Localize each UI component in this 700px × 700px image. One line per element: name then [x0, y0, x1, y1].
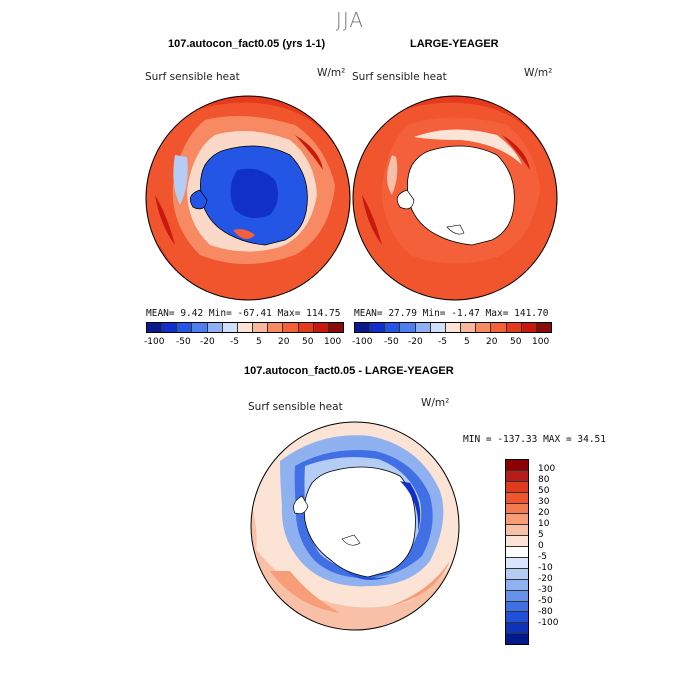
left-polar-map: [145, 95, 351, 301]
swatch: [536, 323, 552, 332]
swatch: [506, 612, 528, 624]
diff-panel-subtitle: Surf sensible heat: [248, 401, 343, 413]
swatch: [506, 536, 528, 548]
left-panel-stats: MEAN= 9.42 Min= -67.41 Max= 114.75: [146, 308, 341, 319]
right-panel-title: LARGE-YEAGER: [410, 38, 499, 50]
swatch: [328, 323, 344, 332]
swatch: [506, 460, 528, 471]
left-panel-subtitle: Surf sensible heat: [145, 71, 240, 83]
diff-panel-title: 107.autocon_fact0.05 - LARGE-YEAGER: [244, 365, 454, 377]
tick-label: 5: [464, 337, 470, 347]
swatch: [253, 323, 269, 332]
cbar-label: 30: [538, 497, 550, 507]
swatch: [506, 547, 528, 559]
swatch: [506, 579, 528, 591]
right-polar-map: [352, 95, 558, 301]
tick-label: 50: [510, 337, 522, 347]
cbar-label: -5: [538, 552, 547, 562]
swatch: [400, 323, 416, 332]
swatch: [506, 323, 522, 332]
swatch: [506, 514, 528, 526]
cbar-label: -30: [538, 585, 553, 595]
swatch: [476, 323, 492, 332]
season-title: JJA: [335, 8, 365, 32]
swatch: [237, 323, 254, 332]
diff-colorbar: [505, 459, 529, 646]
swatch: [430, 323, 446, 332]
swatch: [298, 323, 314, 332]
left-panel-title: 107.autocon_fact0.05 (yrs 1-1): [168, 38, 326, 50]
swatch: [222, 323, 238, 332]
right-panel-stats: MEAN= 27.79 Min= -1.47 Max= 141.70: [354, 308, 549, 319]
cbar-label: -80: [538, 607, 553, 617]
swatch: [506, 470, 528, 482]
cbar-label: 5: [538, 530, 544, 540]
tick-label: -20: [408, 337, 423, 347]
swatch: [445, 323, 462, 332]
diff-colorbar-swatches: [505, 459, 529, 646]
left-colorbar-swatches: [146, 322, 344, 333]
cbar-label: 20: [538, 508, 550, 518]
tick-label: 100: [324, 337, 342, 347]
swatch: [207, 323, 223, 332]
tick-label: -5: [438, 337, 447, 347]
cbar-label: -50: [538, 596, 553, 606]
swatch: [506, 492, 528, 504]
swatch: [506, 623, 528, 635]
swatch: [313, 323, 329, 332]
cbar-label: 100: [538, 464, 556, 474]
swatch: [370, 323, 386, 332]
swatch: [506, 503, 528, 515]
tick-label: -100: [144, 337, 165, 347]
diff-panel-unit: W/m²: [421, 397, 450, 409]
tick-label: -50: [176, 337, 191, 347]
tick-label: 50: [302, 337, 314, 347]
right-panel-unit: W/m²: [524, 67, 553, 79]
swatch: [491, 323, 507, 332]
cbar-label: -100: [538, 618, 559, 628]
swatch: [162, 323, 178, 332]
swatch: [415, 323, 431, 332]
swatch: [147, 323, 163, 332]
right-panel-subtitle: Surf sensible heat: [352, 71, 447, 83]
diff-panel-stats: MIN = -137.33 MAX = 34.51: [463, 434, 606, 445]
right-colorbar: [354, 322, 552, 333]
swatch: [506, 568, 528, 580]
swatch: [283, 323, 299, 332]
tick-label: -50: [384, 337, 399, 347]
cbar-label: 10: [538, 519, 550, 529]
left-panel-unit: W/m²: [317, 67, 346, 79]
cbar-label: -20: [538, 574, 553, 584]
swatch: [506, 590, 528, 602]
cbar-label: 0: [538, 541, 544, 551]
swatch: [192, 323, 208, 332]
swatch: [461, 323, 477, 332]
right-colorbar-swatches: [354, 322, 552, 333]
cbar-label: -10: [538, 563, 553, 573]
tick-label: -100: [352, 337, 373, 347]
swatch: [506, 601, 528, 613]
swatch: [268, 323, 284, 332]
swatch: [506, 525, 528, 537]
swatch: [506, 634, 528, 645]
swatch: [177, 323, 193, 332]
swatch: [521, 323, 537, 332]
cbar-label: 80: [538, 475, 550, 485]
swatch: [506, 558, 528, 569]
swatch: [506, 481, 528, 493]
tick-label: -5: [230, 337, 239, 347]
tick-label: 20: [486, 337, 498, 347]
left-colorbar: [146, 322, 344, 333]
tick-label: -20: [200, 337, 215, 347]
diff-polar-map: [250, 421, 460, 631]
tick-label: 20: [278, 337, 290, 347]
cbar-label: 50: [538, 486, 550, 496]
swatch: [355, 323, 371, 332]
tick-label: 5: [256, 337, 262, 347]
swatch: [385, 323, 401, 332]
tick-label: 100: [532, 337, 550, 347]
